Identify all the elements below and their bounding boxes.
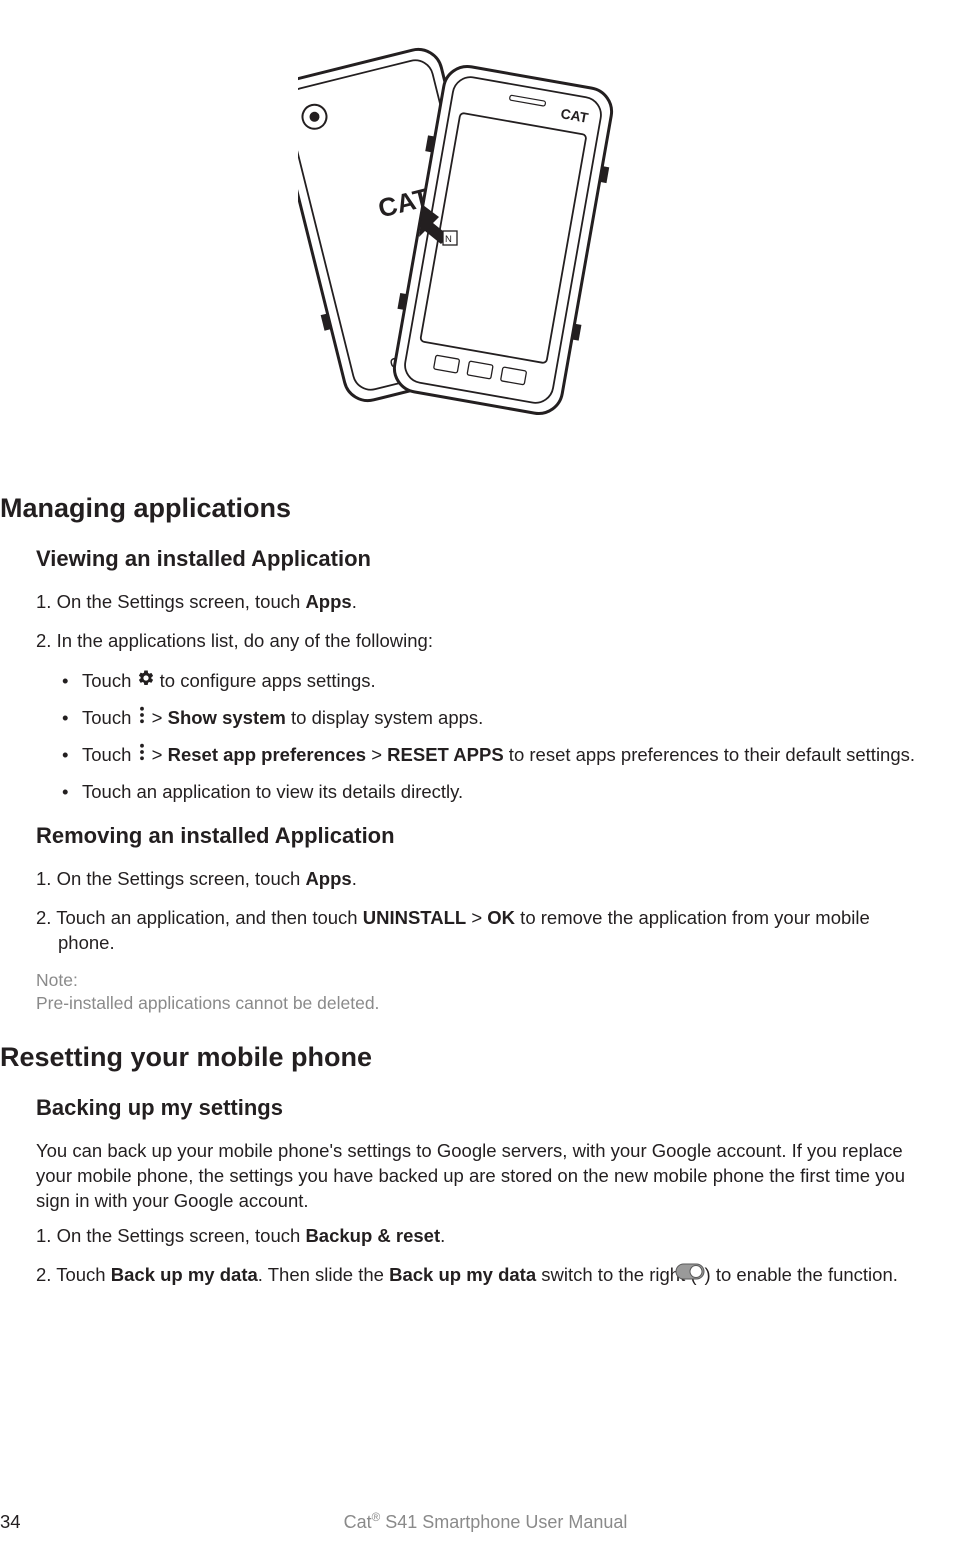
text: > xyxy=(147,707,168,728)
footer-text: Cat® S41 Smartphone User Manual xyxy=(0,1511,971,1533)
more-vert-icon xyxy=(137,705,147,731)
heading-removing-installed: Removing an installed Application xyxy=(36,823,916,849)
step-text: 2. In the applications list, do any of t… xyxy=(36,629,916,654)
text: . xyxy=(352,591,357,612)
step-text: 1. On the Settings screen, touch Apps. xyxy=(36,867,916,892)
bold-reset-apps: RESET APPS xyxy=(387,744,504,765)
text: 1. On the Settings screen, touch xyxy=(36,591,305,612)
step-text: 1. On the Settings screen, touch Backup … xyxy=(36,1224,916,1249)
bold-apps: Apps xyxy=(305,591,351,612)
heading-viewing-installed: Viewing an installed Application xyxy=(36,546,916,572)
text: . xyxy=(440,1225,445,1246)
list-item: Touch to configure apps settings. xyxy=(62,668,916,695)
step-text: 1. On the Settings screen, touch Apps. xyxy=(36,590,916,615)
list-item: Touch > Reset app preferences > RESET AP… xyxy=(62,742,916,769)
heading-resetting-phone: Resetting your mobile phone xyxy=(0,1042,916,1073)
step-text: 2. Touch an application, and then touch … xyxy=(36,906,916,956)
text: to configure apps settings. xyxy=(155,670,376,691)
text: to display system apps. xyxy=(286,707,483,728)
text: . xyxy=(352,868,357,889)
text: 2. Touch xyxy=(36,1264,111,1285)
text: . Then slide the xyxy=(258,1264,389,1285)
list-item: Touch > Show system to display system ap… xyxy=(62,705,916,732)
text: > xyxy=(466,907,487,928)
gear-icon xyxy=(137,668,155,694)
note-label: Note: xyxy=(36,970,916,991)
bold-backup-data-2: Back up my data xyxy=(389,1264,536,1285)
text: 2. Touch an application, and then touch xyxy=(36,907,363,928)
step-text: 2. Touch Back up my data. Then slide the… xyxy=(36,1263,916,1289)
text: Touch xyxy=(82,670,137,691)
svg-text:N: N xyxy=(445,234,452,245)
text: > xyxy=(147,744,168,765)
text: 1. On the Settings screen, touch xyxy=(36,1225,305,1246)
bold-backup-reset: Backup & reset xyxy=(305,1225,440,1246)
text: Touch xyxy=(82,707,137,728)
heading-managing-applications: Managing applications xyxy=(0,493,916,524)
body-text: You can back up your mobile phone's sett… xyxy=(36,1139,916,1214)
text: switch to the right ( xyxy=(536,1264,696,1285)
text: > xyxy=(366,744,387,765)
bold-apps: Apps xyxy=(305,868,351,889)
phone-illustration: CAT CAT xyxy=(0,0,916,465)
heading-backing-up: Backing up my settings xyxy=(36,1095,916,1121)
bold-ok: OK xyxy=(487,907,515,928)
bold-backup-data: Back up my data xyxy=(111,1264,258,1285)
bold-show-system: Show system xyxy=(168,707,286,728)
text: Touch xyxy=(82,744,137,765)
note-body: Pre-installed applications cannot be del… xyxy=(36,993,916,1014)
text: to reset apps preferences to their defau… xyxy=(504,744,915,765)
more-vert-icon xyxy=(137,742,147,768)
bold-reset-prefs: Reset app preferences xyxy=(168,744,366,765)
text: ) to enable the function. xyxy=(705,1264,898,1285)
list-item: Touch an application to view its details… xyxy=(62,779,916,805)
bold-uninstall: UNINSTALL xyxy=(363,907,466,928)
bullet-list: Touch to configure apps settings. Touch … xyxy=(36,668,916,805)
text: 1. On the Settings screen, touch xyxy=(36,868,305,889)
toggle-on-icon xyxy=(697,1262,705,1287)
